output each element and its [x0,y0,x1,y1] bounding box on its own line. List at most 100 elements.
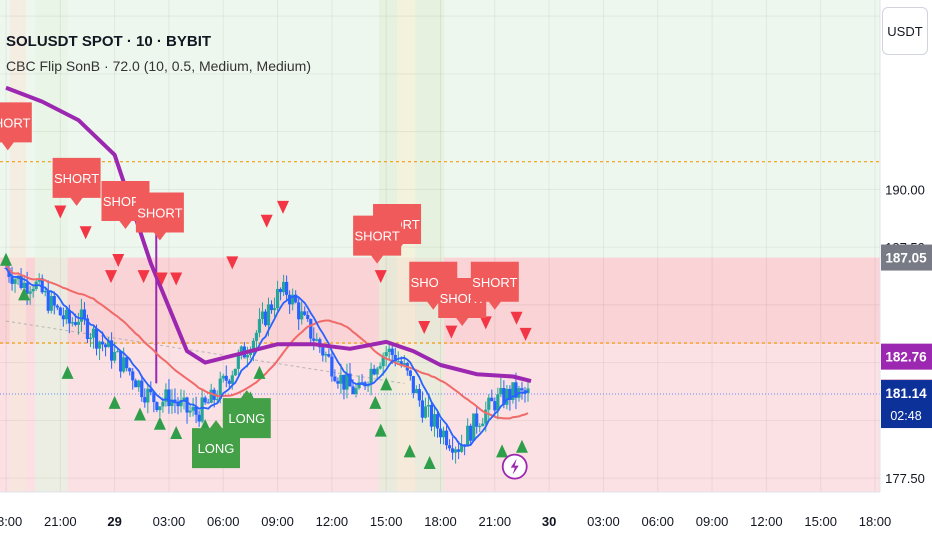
candle-body [19,275,23,288]
candle-body [76,321,81,325]
candle-body [342,374,346,390]
candle-body [285,281,289,295]
price-label-bg [881,244,932,271]
candle-body [257,319,262,333]
x-tick-label: 06:00 [207,514,240,529]
candle-body [291,294,295,305]
candle-body [511,382,515,400]
candles [4,230,530,464]
candle-body [230,375,234,384]
short-triangle [79,226,92,240]
short-signal-box [353,215,402,264]
candle-body [402,363,406,366]
short-signal-5: SHORT [353,215,402,264]
candle-body [146,388,150,403]
long-triangle [369,395,382,409]
candle-body [426,405,431,407]
x-tick-label: 15:00 [804,514,837,529]
candle-body [490,397,494,402]
candle-body [411,375,415,394]
x-tick-label: 29 [107,514,121,529]
short-signal-box [52,157,101,206]
candle-body [200,397,204,422]
candle-body [432,414,437,427]
x-tick-label: 30 [542,514,556,529]
candle-body [164,389,168,402]
x-tick-label: 21:00 [44,514,77,529]
candle-body [106,340,111,348]
candle-body [523,390,527,394]
short-signal-8: SHORT [470,261,519,310]
long-triangle [403,444,416,458]
candle-body [233,368,237,376]
candle-body [49,296,53,311]
candle-body [140,380,144,398]
short-triangle [112,254,125,268]
candle-body [116,351,120,353]
short-triangle [519,327,532,341]
candle-body [22,282,26,288]
short-signal-box [135,192,184,241]
candle-body [378,366,382,369]
short-signal-1: SHORT [52,157,101,206]
candle-body [303,311,307,315]
candle-body [363,382,367,387]
long-triangle [380,377,393,391]
candle-body [131,371,135,381]
short-triangle [137,270,150,284]
candle-body [493,401,497,411]
long-triangle [108,395,121,409]
long-triangle [0,252,12,266]
candle-body [161,401,165,407]
short-triangle [276,200,289,214]
candle-body [125,357,129,369]
candle-body [414,389,418,394]
symbol-title: SOLUSDT SPOT · 10 · BYBIT [6,33,212,50]
candle-body [245,355,249,358]
candle-body [438,428,443,438]
candle-body [13,279,17,284]
candle-body [182,397,186,400]
signal-label: SHORT [472,275,517,290]
candle-body [520,388,524,391]
short-triangle [445,325,458,339]
currency-selector[interactable]: USDT [882,7,928,55]
candle-body [315,339,319,341]
session-stripe-4 [415,0,445,492]
candle-body [481,423,485,427]
x-tick-label: 21:00 [479,514,512,529]
candle-body [43,290,47,293]
signal-label: SHORT [137,206,182,221]
candle-body [354,388,358,394]
candle-body [239,346,243,355]
candle-body [450,448,455,453]
candle-body [387,348,391,353]
candle-body [417,389,421,401]
candle-body [194,406,198,415]
candle-body [514,382,518,398]
candle-body [429,405,434,427]
x-tick-label: 03:00 [587,514,620,529]
long-triangle [515,439,528,453]
candle-body [173,399,177,403]
candle-body [453,449,458,453]
candle-body [460,444,464,452]
session-stripe-1 [34,0,68,492]
short-triangle [155,272,168,286]
short-triangle [418,321,431,334]
candle-body [221,375,225,379]
long-signal-10: LONG [192,420,241,469]
short-triangle [479,316,492,330]
candle-body [469,425,473,441]
ema-blue-line [5,267,529,448]
short-triangle [510,311,523,325]
y-tick-label: 177.50 [885,471,925,486]
candle-body [487,397,491,410]
candle-body [37,278,41,282]
signal-label: SHORT [0,115,31,130]
candle-body [152,392,156,403]
candle-body [269,304,274,311]
candle-body [505,388,509,405]
